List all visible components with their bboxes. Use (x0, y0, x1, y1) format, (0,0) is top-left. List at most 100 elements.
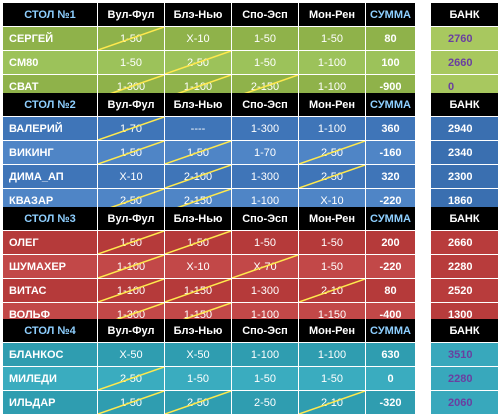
player-name: КВАЗАР (3, 189, 98, 212)
player-row: ШУМАХЕР 1-100 X-10 X-70 1-50 -220 (3, 255, 415, 278)
bet-cell: 2-50 (98, 367, 165, 390)
bank-row: 2340 (431, 141, 498, 164)
sum-cell: 80 (366, 279, 415, 302)
bet-cell: 1-50 (98, 51, 165, 74)
bet-cell: 1-100 (299, 75, 366, 98)
player-name: ОЛЕГ (3, 231, 98, 254)
player-name: ВАЛЕРИЙ (3, 117, 98, 140)
bet-cell: X-70 (232, 255, 299, 278)
bet-cell: 2-50 (232, 391, 299, 414)
bet-cell: 1-100 (232, 189, 299, 212)
bet-cell: 1-300 (98, 75, 165, 98)
bet-cell: ---- (165, 117, 232, 140)
player-name: БЛАНКОС (3, 343, 98, 366)
player-row: МИЛЕДИ 2-50 1-50 1-50 1-50 0 (3, 367, 415, 390)
column-header: Спо-Эсп (232, 3, 299, 26)
bet-cell: 2-150 (165, 189, 232, 212)
bank-header: БАНК (431, 93, 498, 116)
bet-cell: X-10 (299, 189, 366, 212)
bet-cell: 1-50 (232, 27, 299, 50)
bank-value: 1860 (431, 189, 498, 212)
column-header: Вул-Фул (98, 93, 165, 116)
bet-cell: 1-70 (232, 141, 299, 164)
bet-cell: 1-50 (232, 231, 299, 254)
bet-cell: 2-50 (165, 391, 232, 414)
player-name: МИЛЕДИ (3, 367, 98, 390)
player-row: CM80 1-50 2-50 1-50 1-100 100 (3, 51, 415, 74)
bet-cell: X-10 (98, 165, 165, 188)
bet-cell: 2-50 (165, 51, 232, 74)
table-header: СТОЛ №1 Вул-Фул Блэ-Нью Спо-Эсп Мон-Рен СУММА (3, 3, 415, 26)
bank-value: 2340 (431, 141, 498, 164)
sum-cell: 100 (366, 51, 415, 74)
bet-cell: 1-50 (98, 391, 165, 414)
bank-value: 2660 (431, 231, 498, 254)
bank-value: 2280 (431, 255, 498, 278)
bank-title: БАНК (431, 93, 498, 116)
table-header: СТОЛ №3 Вул-Фул Блэ-Нью Спо-Эсп Мон-Рен СУММА (3, 207, 415, 230)
column-header: Блэ-Нью (165, 319, 232, 342)
bet-cell: 1-50 (232, 367, 299, 390)
column-header: Блэ-Нью (165, 3, 232, 26)
bank-row: 2660 (431, 51, 498, 74)
column-header: СУММА (366, 3, 415, 26)
bank-column-4: БАНК 3510 2280 2060 (431, 319, 498, 415)
bet-cell: 1-100 (299, 117, 366, 140)
bet-cell: 1-100 (299, 343, 366, 366)
bank-value: 2760 (431, 27, 498, 50)
player-row: ВАЛЕРИЙ 1-70 ---- 1-300 1-100 360 (3, 117, 415, 140)
table-title: СТОЛ №3 (3, 207, 98, 230)
player-name: ВИКИНГ (3, 141, 98, 164)
bet-cell: 2-150 (232, 75, 299, 98)
score-table-2: СТОЛ №2 Вул-Фул Блэ-Нью Спо-Эсп Мон-Рен СУММА… (3, 93, 415, 213)
bank-header: БАНК (431, 319, 498, 342)
bank-row: 2060 (431, 391, 498, 414)
bank-title: БАНК (431, 319, 498, 342)
bet-cell: 1-300 (232, 279, 299, 302)
bet-cell: 1-50 (98, 231, 165, 254)
bank-row: 2280 (431, 255, 498, 278)
player-name: CM80 (3, 51, 98, 74)
column-header: Вул-Фул (98, 319, 165, 342)
bet-cell: 1-50 (299, 231, 366, 254)
bank-row: 2280 (431, 367, 498, 390)
bet-cell: 1-50 (232, 51, 299, 74)
column-header: Мон-Рен (299, 207, 366, 230)
bank-row: 1860 (431, 189, 498, 212)
sum-cell: 80 (366, 27, 415, 50)
bank-value: 2280 (431, 367, 498, 390)
bet-cell: 1-100 (98, 279, 165, 302)
bet-cell: 2-50 (98, 189, 165, 212)
column-header: Блэ-Нью (165, 207, 232, 230)
bet-cell: 1-100 (299, 51, 366, 74)
bank-value: 2060 (431, 391, 498, 414)
sum-cell: -220 (366, 255, 415, 278)
player-row: ОЛЕГ 1-50 1-50 1-50 1-50 200 (3, 231, 415, 254)
column-header: Спо-Эсп (232, 207, 299, 230)
score-table-3: СТОЛ №3 Вул-Фул Блэ-Нью Спо-Эсп Мон-Рен СУММА… (3, 207, 415, 327)
bet-cell: X-10 (165, 255, 232, 278)
bet-cell: 1-50 (299, 367, 366, 390)
player-row: БЛАНКОС X-50 X-50 1-100 1-100 630 (3, 343, 415, 366)
bank-column-3: БАНК 2660 2280 2520 1300 (431, 207, 498, 327)
bet-cell: 1-50 (165, 367, 232, 390)
column-header: СУММА (366, 207, 415, 230)
table-header: СТОЛ №2 Вул-Фул Блэ-Нью Спо-Эсп Мон-Рен СУММА (3, 93, 415, 116)
bank-row: 2940 (431, 117, 498, 140)
bet-cell: 2-50 (299, 165, 366, 188)
sum-cell: 320 (366, 165, 415, 188)
table-header: СТОЛ №4 Вул-Фул Блэ-Нью Спо-Эсп Мон-Рен СУММА (3, 319, 415, 342)
bet-cell: 1-50 (165, 141, 232, 164)
sum-cell: 630 (366, 343, 415, 366)
bet-cell: 1-100 (165, 75, 232, 98)
bet-cell: 1-150 (165, 279, 232, 302)
bet-cell: 1-50 (299, 27, 366, 50)
bank-row: 3510 (431, 343, 498, 366)
column-header: Мон-Рен (299, 3, 366, 26)
bet-cell: 2-100 (165, 165, 232, 188)
bet-cell: 2-50 (299, 141, 366, 164)
bank-column-1: БАНК 2760 2660 0 (431, 3, 498, 99)
score-table-1: СТОЛ №1 Вул-Фул Блэ-Нью Спо-Эсп Мон-Рен СУММА… (3, 3, 415, 99)
player-name: ВИТАС (3, 279, 98, 302)
column-header: Вул-Фул (98, 207, 165, 230)
